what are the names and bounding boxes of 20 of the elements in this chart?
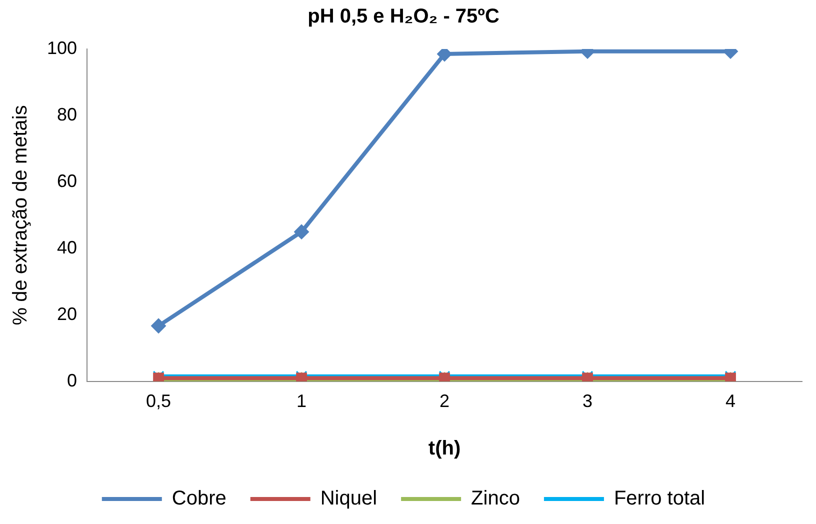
- y-tick-label: 100: [46, 38, 78, 58]
- y-tick-label: 60: [57, 170, 78, 191]
- x-tick-label: 2: [440, 391, 450, 412]
- x-axis-title: t(h): [428, 438, 461, 460]
- x-tick-label: 4: [725, 391, 736, 412]
- y-tick-label: 40: [57, 237, 78, 258]
- x-tick-label: 3: [582, 391, 593, 412]
- chart-title: pH 0,5 e H₂O₂ - 75ºC: [308, 6, 500, 28]
- legend-label: Zinco: [471, 488, 520, 510]
- y-tick-label: 80: [57, 104, 78, 124]
- legend-label: Cobre: [172, 488, 226, 510]
- x-tick-label: 1: [296, 391, 307, 412]
- point: [294, 224, 310, 240]
- legend-label: Ferro total: [614, 488, 706, 510]
- point: [151, 318, 166, 334]
- y-tick-label: 20: [57, 304, 78, 324]
- y-tick-label: 0: [67, 370, 78, 390]
- y-axis-title: % de extração de metais: [10, 105, 32, 326]
- legend-label: Niquel: [320, 488, 378, 510]
- x-tick-label: 0,5: [146, 391, 172, 412]
